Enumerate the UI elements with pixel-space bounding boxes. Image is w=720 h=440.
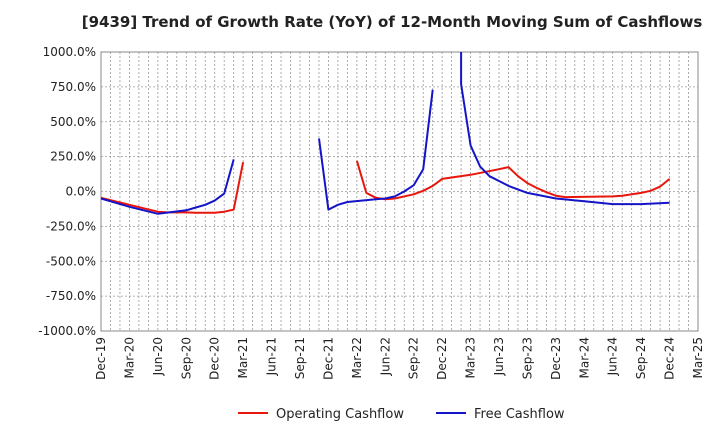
x-axis: Dec-19 Mar-20 Jun-20 Sep-20 Dec-20 Mar-21 Jun-… [94, 337, 705, 380]
x-tick-label: Jun-23 [492, 337, 506, 376]
x-tick-label: Mar-24 [577, 337, 591, 378]
x-tick-label: Mar-20 [122, 337, 136, 378]
series-lines [100, 52, 671, 215]
x-tick-label: Jun-20 [151, 337, 165, 376]
y-tick-label: 500.0% [50, 115, 96, 129]
chart-title: [9439] Trend of Growth Rate (YoY) of 12-… [82, 13, 703, 31]
legend-label-free-cashflow: Free Cashflow [474, 407, 565, 422]
legend: Operating Cashflow Free Cashflow [238, 407, 565, 422]
y-tick-label: 0.0% [66, 185, 97, 199]
y-tick-label: -1000.0% [38, 324, 96, 338]
x-tick-label: Mar-22 [350, 337, 364, 378]
y-tick-label: -500.0% [46, 254, 96, 268]
series-line-operating-cashflow-1 [100, 162, 245, 214]
series-line-free-cashflow-2 [318, 89, 434, 211]
y-tick-label: 1000.0% [43, 45, 96, 59]
x-tick-label: Mar-25 [691, 337, 705, 378]
x-tick-label: Sep-22 [407, 337, 421, 379]
x-tick-label: Dec-21 [321, 337, 335, 380]
x-tick-label: Jun-24 [606, 337, 620, 376]
series-line-free-cashflow-3 [460, 52, 670, 206]
y-tick-label: -250.0% [46, 219, 96, 233]
x-tick-label: Dec-19 [94, 337, 108, 380]
series-line-free-cashflow-1 [100, 159, 235, 215]
x-tick-label: Mar-23 [464, 337, 478, 378]
x-tick-label: Dec-24 [663, 337, 677, 380]
y-tick-label: 250.0% [50, 150, 96, 164]
legend-label-operating-cashflow: Operating Cashflow [276, 407, 404, 422]
x-tick-label: Jun-21 [265, 337, 279, 376]
x-tick-label: Sep-20 [179, 337, 193, 379]
x-tick-label: Dec-23 [549, 337, 563, 380]
x-tick-label: Sep-21 [293, 337, 307, 379]
series-line-operating-cashflow-2 [355, 160, 671, 201]
y-tick-label: -750.0% [46, 289, 96, 303]
y-axis: 1000.0% 750.0% 500.0% 250.0% 0.0% -250.0% -500… [38, 45, 96, 338]
x-tick-label: Dec-20 [208, 337, 222, 380]
y-tick-label: 750.0% [50, 80, 96, 94]
plot-frame [100, 51, 699, 332]
grid [100, 51, 699, 332]
x-tick-label: Jun-22 [378, 337, 392, 376]
x-tick-label: Dec-22 [435, 337, 449, 380]
x-tick-label: Mar-21 [236, 337, 250, 378]
x-tick-label: Sep-24 [634, 337, 648, 379]
x-tick-label: Sep-23 [520, 337, 534, 379]
